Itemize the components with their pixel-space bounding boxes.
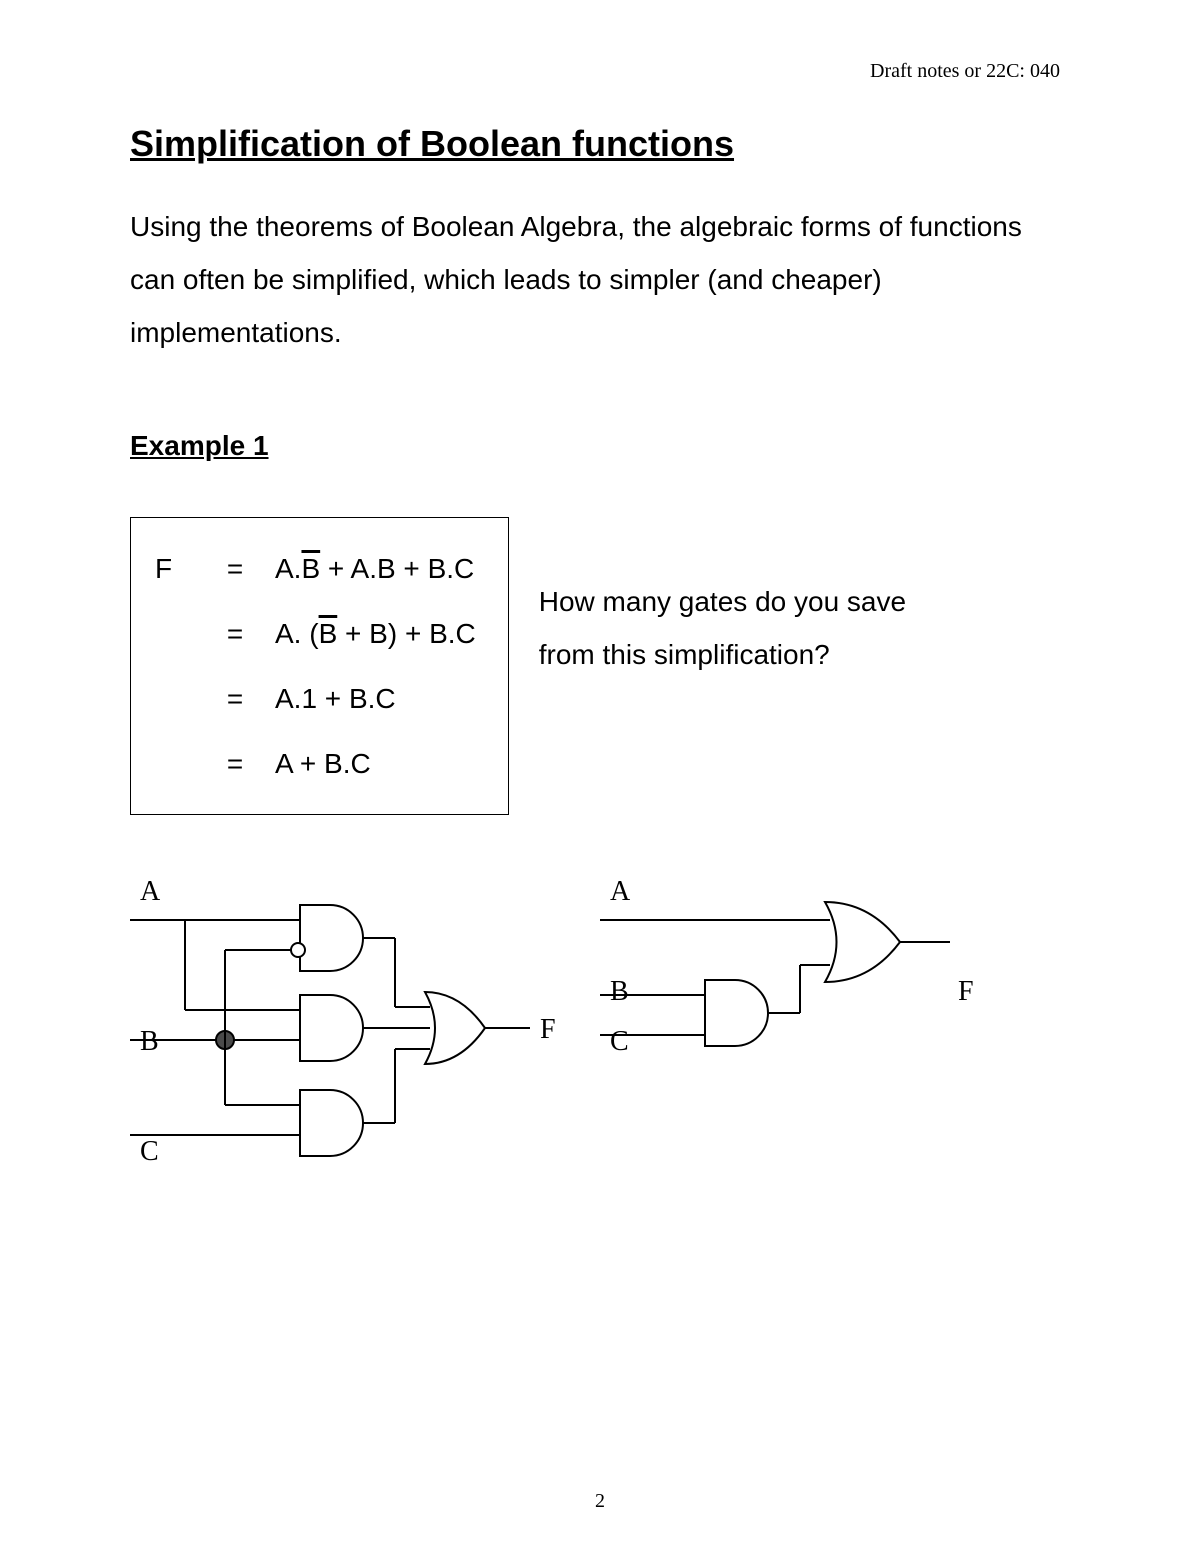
equation-line: = A. (B + B) + B.C [145,601,486,666]
equation-rhs: A.1 + B.C [265,666,486,731]
input-label-b: B [610,976,629,1007]
and-gate-icon [705,980,768,1046]
equation-box: F = A.B + A.B + B.C = A. (B + B) + B.C =… [130,517,509,816]
circuit-right: A B C F [600,876,974,1057]
equation-equals: = [205,666,265,731]
circuit-diagrams: A B C [130,870,1070,1215]
header-note: Draft notes or 22C: 040 [130,60,1060,83]
output-label-f: F [958,976,974,1007]
and-gate-icon [300,995,363,1061]
output-label-f: F [540,1014,556,1045]
equation-equals: = [205,731,265,796]
equation-rhs: A + B.C [265,731,486,796]
side-question-line: How many gates do you save [539,575,906,628]
page-number: 2 [0,1490,1200,1513]
equation-table: F = A.B + A.B + B.C = A. (B + B) + B.C =… [145,536,486,797]
and-gate-icon [300,1090,363,1156]
intro-paragraph: Using the theorems of Boolean Algebra, t… [130,200,1070,360]
page-title: Simplification of Boolean functions [130,123,1070,165]
circuit-left: A B C [130,876,556,1167]
input-label-c: C [140,1136,159,1167]
equation-lhs: F [145,536,205,601]
input-label-a: A [140,876,161,907]
equation-row: F = A.B + A.B + B.C = A. (B + B) + B.C =… [130,517,1070,816]
example-heading: Example 1 [130,430,1070,462]
equation-equals: = [205,536,265,601]
equation-rhs: A.B + A.B + B.C [265,536,486,601]
equation-line: = A.1 + B.C [145,666,486,731]
equation-line: F = A.B + A.B + B.C [145,536,486,601]
input-label-b: B [140,1026,159,1057]
input-label-c: C [610,1026,629,1057]
or-gate-icon [425,992,485,1064]
circuits-svg: A B C [130,870,1070,1210]
input-label-a: A [610,876,631,907]
equation-equals: = [205,601,265,666]
equation-rhs: A. (B + B) + B.C [265,601,486,666]
side-question: How many gates do you save from this sim… [539,517,906,681]
document-page: Draft notes or 22C: 040 Simplification o… [0,0,1200,1553]
equation-line: = A + B.C [145,731,486,796]
or-gate-icon [825,902,900,982]
and-gate-icon [300,905,363,971]
side-question-line: from this simplification? [539,628,906,681]
inverter-bubble-icon [291,943,305,957]
